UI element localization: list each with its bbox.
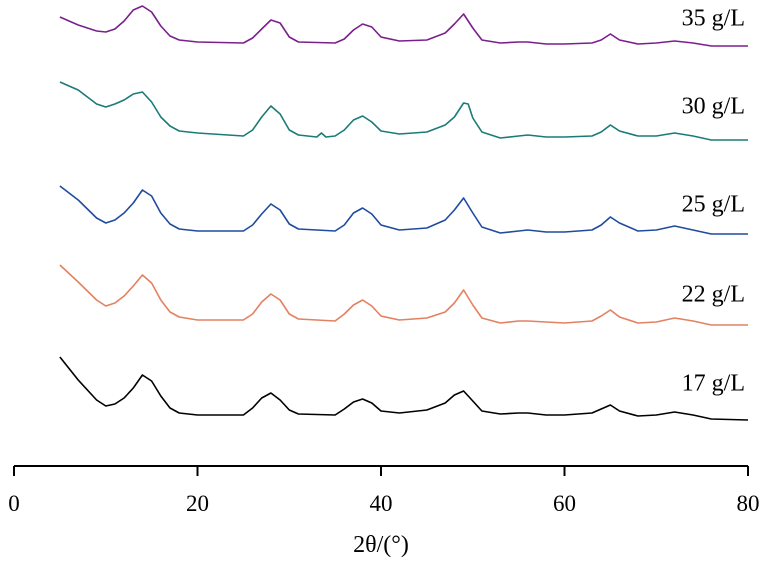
series-label-0: 35 g/L <box>682 6 745 32</box>
series-label-3: 22 g/L <box>682 282 745 308</box>
x-tick-label-3: 60 <box>553 491 576 516</box>
x-axis: 0 20 40 60 80 <box>8 465 760 516</box>
x-tick-label-2: 40 <box>370 491 393 516</box>
series-label-2: 25 g/L <box>682 192 745 218</box>
x-axis-label: 2θ/(°) <box>353 532 409 558</box>
curves-layer <box>59 5 749 421</box>
series-curve-2 <box>59 185 748 235</box>
series-label-1: 30 g/L <box>682 94 745 120</box>
x-tick-label-0: 0 <box>8 491 20 516</box>
series-curve-3 <box>59 264 748 326</box>
series-curve-4 <box>59 356 749 421</box>
series-curve-0 <box>59 5 748 47</box>
series-label-4: 17 g/L <box>682 371 745 397</box>
series-curve-1 <box>59 81 748 141</box>
x-tick-label-4: 80 <box>737 491 760 516</box>
series-labels-layer: 35 g/L 30 g/L 25 g/L 22 g/L 17 g/L <box>682 6 745 397</box>
x-tick-label-1: 20 <box>186 491 209 516</box>
